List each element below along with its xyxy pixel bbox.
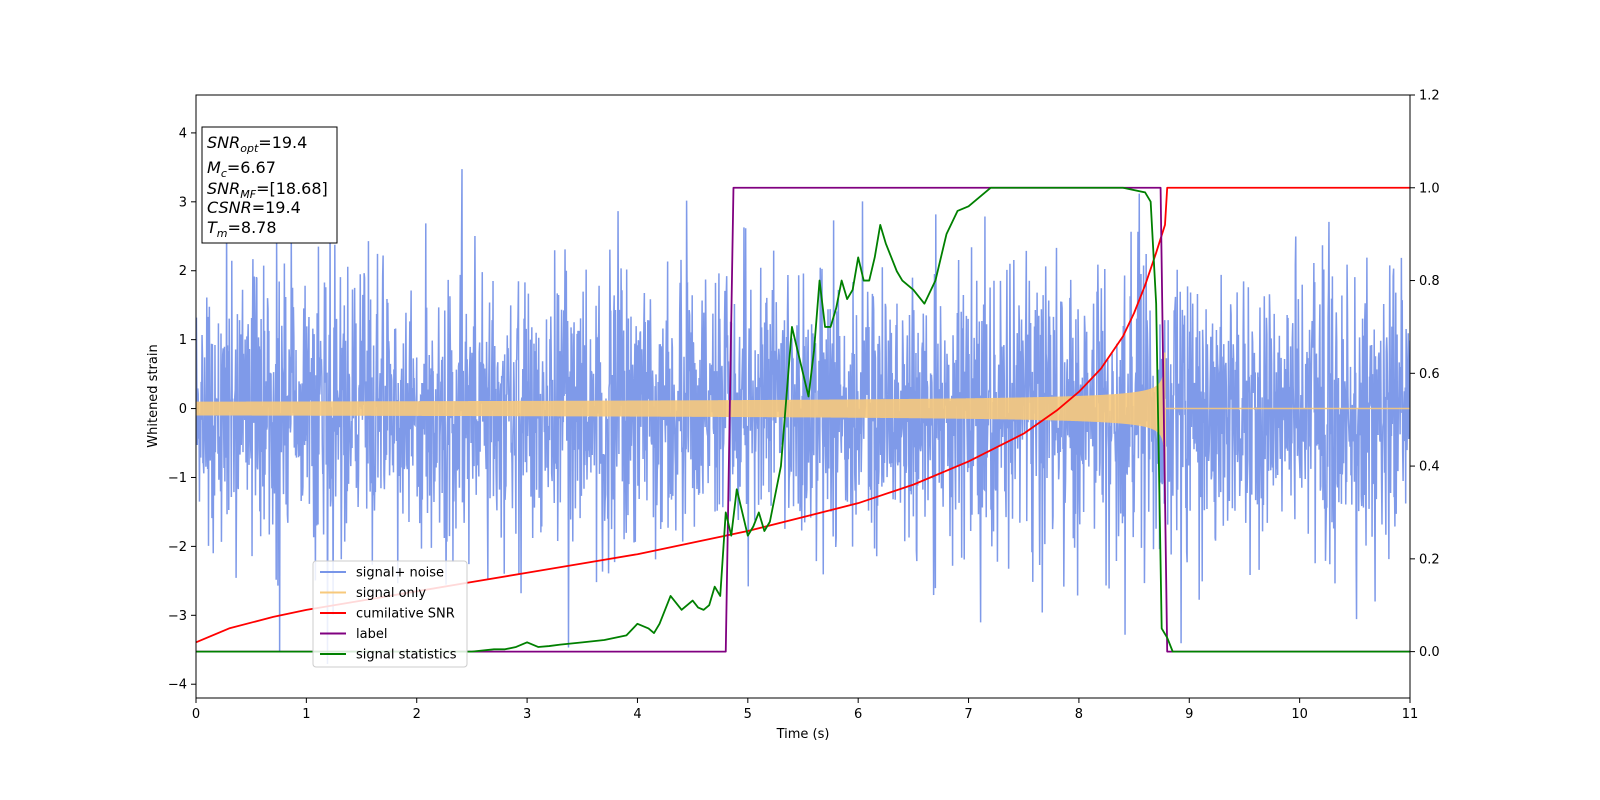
- info-symbol: T: [207, 218, 218, 237]
- info-value: =8.78: [228, 218, 277, 237]
- y-axis-title: Whitened strain: [146, 344, 161, 447]
- x-axis-title: Time (s): [776, 727, 830, 742]
- series-signal-only: [196, 352, 1410, 499]
- x-tick-label: 3: [523, 707, 531, 722]
- info-symbol: CSNR: [207, 198, 252, 217]
- info-subscript: m: [217, 227, 228, 240]
- y2-tick-label: 1.2: [1419, 89, 1440, 104]
- legend: signal+ noise signal only cumilative SNR la…: [312, 560, 468, 668]
- y2-tick-label: 0.4: [1419, 460, 1440, 475]
- y-axis-left: −4 −3 −2 −1 0 1 2 3 4: [168, 126, 196, 693]
- x-tick-label: 6: [854, 707, 862, 722]
- series-signal-statistics: [196, 186, 1410, 653]
- x-tick-label: 9: [1185, 707, 1193, 722]
- y-tick-label: 1: [179, 333, 187, 348]
- x-axis: 0 1 2 3 4 5 6 7 8 9 10 11: [192, 698, 1418, 722]
- legend-label: signal+ noise: [356, 566, 444, 581]
- y2-tick-label: 0.2: [1419, 552, 1440, 567]
- legend-label: signal statistics: [356, 648, 457, 663]
- info-line: SNRMF=[18.68]: [207, 179, 328, 201]
- info-symbol: SNR: [207, 179, 240, 198]
- legend-frame: [312, 560, 468, 668]
- legend-label: label: [356, 627, 387, 642]
- series-signal-noise: [196, 169, 1410, 665]
- info-symbol: M: [207, 158, 221, 177]
- plot-frame: [195, 94, 1411, 699]
- info-line: Mc=6.67: [207, 158, 276, 180]
- info-symbol: SNR: [207, 133, 240, 152]
- x-tick-label: 7: [964, 707, 972, 722]
- x-tick-label: 11: [1402, 707, 1419, 722]
- y-tick-label: 0: [179, 402, 187, 417]
- info-line: CSNR=19.4: [207, 198, 301, 217]
- legend-label: signal only: [356, 586, 426, 601]
- x-tick-label: 0: [192, 707, 200, 722]
- y-tick-label: −2: [168, 540, 187, 555]
- y-tick-label: 4: [179, 126, 187, 141]
- info-value: =[18.68]: [256, 179, 328, 198]
- info-line: SNRopt=19.4: [207, 133, 307, 155]
- y-tick-label: −1: [168, 471, 187, 486]
- info-value: =6.67: [227, 158, 276, 177]
- x-tick-label: 1: [302, 707, 310, 722]
- info-subscript: c: [221, 167, 227, 180]
- y-tick-label: −4: [168, 678, 187, 693]
- x-tick-label: 2: [413, 707, 421, 722]
- y2-tick-label: 0.8: [1419, 274, 1440, 289]
- info-box-frame: [201, 126, 338, 244]
- y-tick-label: 2: [179, 264, 187, 279]
- info-value: =19.4: [258, 133, 307, 152]
- y2-tick-label: 1.0: [1419, 181, 1440, 196]
- info-subscript: MF: [240, 188, 256, 201]
- x-tick-label: 5: [744, 707, 752, 722]
- y2-tick-label: 0.0: [1419, 645, 1440, 660]
- x-tick-label: 10: [1291, 707, 1308, 722]
- info-value: =19.4: [252, 198, 301, 217]
- x-tick-label: 4: [633, 707, 641, 722]
- x-tick-label: 8: [1075, 707, 1083, 722]
- legend-label: cumilative SNR: [356, 607, 455, 622]
- y2-tick-label: 0.6: [1419, 367, 1440, 382]
- info-line: Tm=8.78: [207, 218, 277, 240]
- info-subscript: opt: [240, 142, 259, 155]
- y-tick-label: 3: [179, 195, 187, 210]
- y-axis-right: 0.0 0.2 0.4 0.6 0.8 1.0 1.2: [1410, 89, 1440, 660]
- info-box: SNRopt=19.4Mc=6.67SNRMF=[18.68]CSNR=19.4…: [201, 126, 338, 244]
- y-tick-label: −3: [168, 609, 187, 624]
